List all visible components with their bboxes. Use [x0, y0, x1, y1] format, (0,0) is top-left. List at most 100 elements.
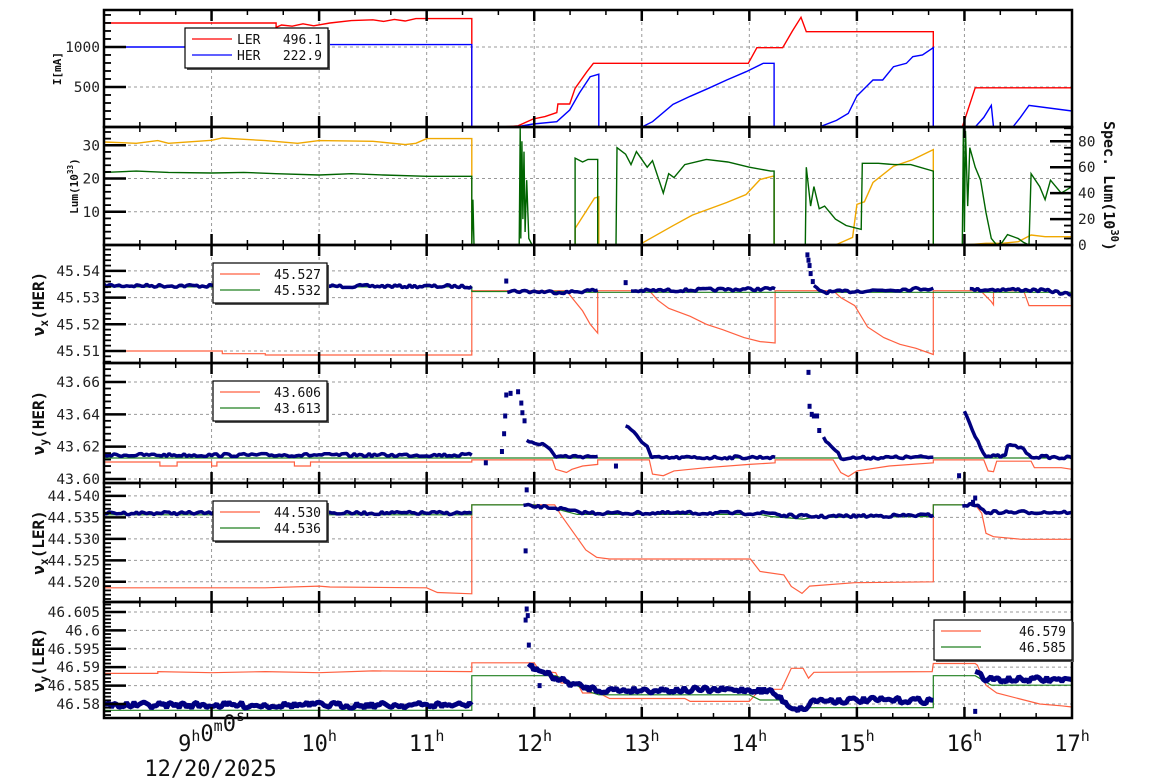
label-superscript: 33	[66, 164, 75, 174]
legend-box	[933, 619, 1073, 661]
measured-tune-point	[502, 431, 507, 437]
y-tick-label: 46.585	[48, 679, 100, 695]
legend-value: 44.536	[274, 522, 321, 537]
measured-tune-point	[807, 403, 812, 409]
y-tick-label: 43.64	[56, 407, 100, 423]
measured-tune-point	[525, 613, 530, 619]
y-tick-label: 44.540	[48, 489, 100, 505]
y-axis-label: νx(LER)	[29, 510, 51, 575]
legend-box	[212, 380, 328, 422]
y-tick-label: 43.62	[56, 440, 100, 456]
tick-number: 9	[178, 732, 191, 757]
y2-tick-label: 0	[1078, 238, 1087, 254]
measured-tune-trace	[974, 669, 1072, 685]
measured-tune-point	[516, 389, 521, 395]
label-base: Lum(10	[68, 174, 81, 214]
y-tick-label: 43.66	[56, 375, 100, 391]
tick-unit-superscript: h	[758, 727, 767, 745]
measured-tune-trace	[962, 410, 1072, 461]
series-line-spec-lum	[104, 128, 1072, 245]
measured-tune-trace	[506, 287, 599, 296]
measured-tune-trace	[104, 699, 474, 711]
y-tick-label: 45.54	[56, 264, 100, 280]
tick-number: 14	[732, 732, 759, 757]
measured-tune-point	[623, 280, 628, 286]
measured-tune-point	[503, 413, 508, 419]
legend-value: 46.579	[1019, 625, 1066, 640]
label-base: ν	[29, 683, 48, 693]
label-base: ν	[29, 446, 48, 456]
tick-unit-superscript: h	[543, 727, 552, 745]
y-tick-label: 500	[74, 80, 100, 96]
y2-tick-label: 20	[1078, 212, 1095, 228]
measured-tune-point	[815, 413, 820, 419]
x-tick-label: 11h	[409, 727, 445, 757]
series-line-0	[104, 662, 1072, 708]
y-tick-label: 10	[83, 205, 100, 221]
label-base: ν	[29, 565, 48, 575]
x-tick-label: 17h	[1054, 727, 1090, 757]
series-line-0	[104, 459, 1072, 478]
measured-tune-trace	[969, 286, 1072, 297]
y-axis-label: νy(LER)	[29, 628, 51, 693]
label-base: I[mA]	[51, 52, 64, 85]
tick-unit-superscript: s	[236, 707, 245, 725]
measured-tune-point	[522, 418, 527, 424]
legend-box	[212, 500, 328, 542]
y-tick-label: 45.53	[56, 291, 100, 307]
measured-tune-point	[817, 428, 822, 434]
label-subscript: x	[38, 558, 51, 565]
measured-tune-point	[973, 708, 978, 714]
measured-tune-point	[508, 390, 513, 396]
measured-tune-trace	[962, 501, 1072, 516]
measured-tune-point	[806, 257, 811, 263]
series-line-ler	[104, 15, 1072, 127]
measured-tune-trace	[526, 662, 934, 713]
measured-tune-point	[613, 463, 618, 469]
measured-tune-point	[524, 606, 529, 612]
measured-tune-point	[809, 411, 814, 417]
series-line-0	[104, 504, 1072, 595]
label-superscript: 30	[1108, 229, 1120, 242]
tick-number: 10	[301, 732, 328, 757]
series-group	[104, 128, 1072, 245]
series-line-lum	[104, 137, 1072, 245]
measured-tune-point	[811, 413, 816, 419]
series-line-1	[104, 675, 1072, 711]
label-suffix: (LER)	[29, 628, 48, 676]
y-tick-label: 20	[83, 172, 100, 188]
legend-value: 43.606	[274, 386, 321, 401]
y-axis-label: Lum(1033)	[66, 158, 81, 214]
legend-value: 44.530	[274, 506, 321, 521]
measured-tune-point	[806, 369, 811, 375]
tick-unit-superscript: m	[214, 717, 223, 735]
tick-unit-superscript: h	[191, 727, 200, 745]
legend-value: 43.613	[274, 402, 321, 417]
measured-tune-trace	[104, 451, 473, 459]
x-tick-label: 15h	[839, 727, 875, 757]
y2-axis-label: Spec. Lum(1030)	[1100, 121, 1120, 251]
legend-label: HER	[237, 49, 261, 64]
y-tick-label: 43.60	[56, 472, 100, 488]
label-suffix: )	[68, 158, 81, 165]
tick-unit-superscript: h	[651, 727, 660, 745]
measured-tune-trace	[630, 285, 776, 294]
measured-tune-point	[524, 487, 529, 493]
tick-unit-superscript: h	[973, 727, 982, 745]
y2-tick-label: 60	[1078, 160, 1095, 176]
measured-tune-trace	[523, 502, 935, 520]
y-axis-label: νy(HER)	[29, 391, 51, 456]
label-suffix: )	[1100, 242, 1118, 251]
measured-tune-trace	[525, 438, 598, 460]
measured-tune-point	[523, 617, 528, 623]
legend-box	[184, 27, 329, 69]
tick-number: 13	[624, 732, 651, 757]
y2-tick-label: 40	[1078, 186, 1095, 202]
series-group	[104, 606, 1072, 714]
